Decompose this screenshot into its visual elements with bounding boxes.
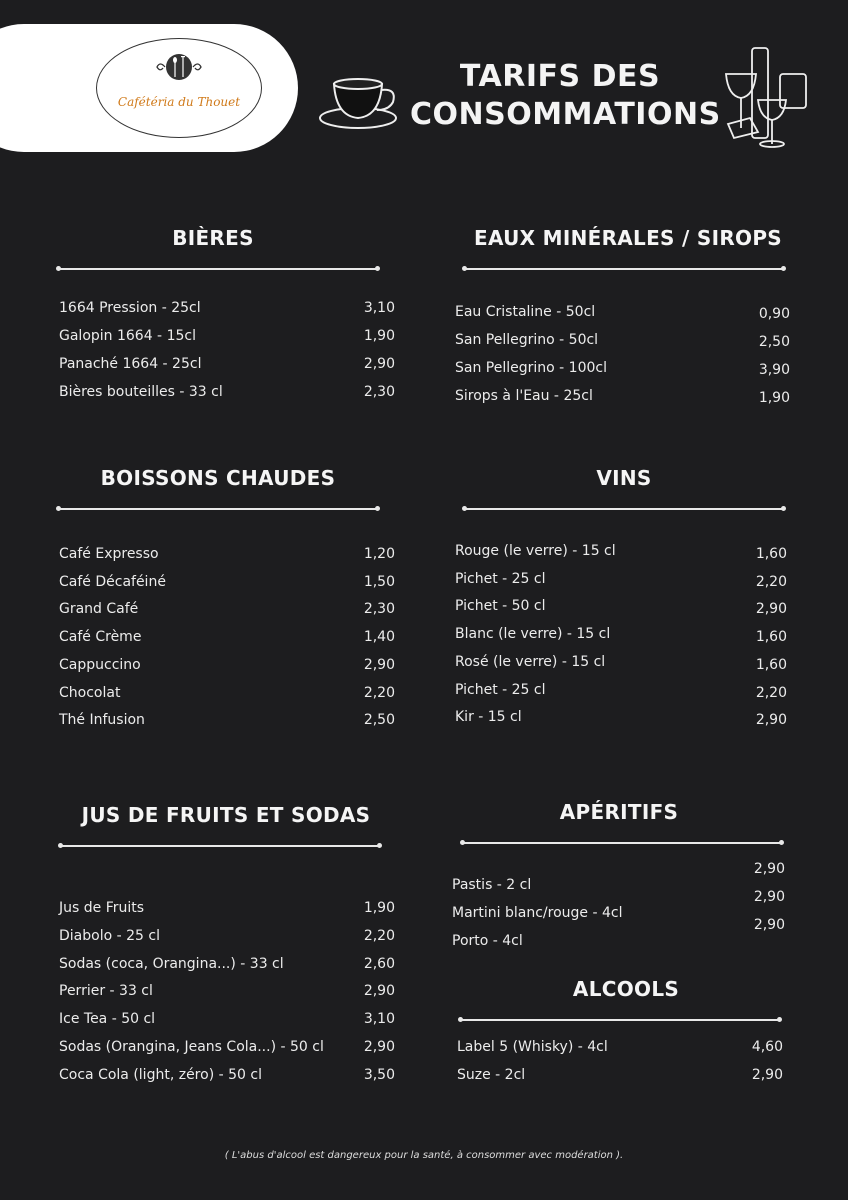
- menu-item-name: Galopin 1664 - 15cl: [59, 328, 196, 344]
- menu-item-name: Jus de Fruits: [59, 900, 145, 916]
- menu-item-name: Pastis - 2 cl: [452, 877, 532, 893]
- menu-item-price: 2,90: [753, 861, 785, 877]
- page-title: TARIFS DES CONSOMMATIONS: [410, 58, 721, 134]
- menu-item-price: 4,60: [751, 1039, 783, 1055]
- menu-item-name: 1664 Pression - 25cl: [59, 300, 201, 316]
- menu-item-name: Eau Cristaline - 50cl: [455, 304, 596, 320]
- section-title-jus: JUS DE FRUITS ET SODAS: [81, 803, 371, 827]
- menu-item-price: 3,90: [758, 362, 790, 378]
- menu-item-name: Suze - 2cl: [457, 1067, 526, 1083]
- menu-item-name: San Pellegrino - 100cl: [455, 360, 607, 376]
- section-title-vins: VINS: [596, 466, 652, 490]
- coffee-cup-icon: [319, 78, 397, 129]
- section-divider: [460, 840, 784, 845]
- menu-item-name: Perrier - 33 cl: [59, 983, 153, 1000]
- menu-item-price: 2,20: [755, 573, 787, 590]
- logo-text: Cafétéria du Thouet: [117, 95, 241, 109]
- menu-item-name: Grand Café: [59, 601, 139, 618]
- menu-item-price: 2,90: [751, 1067, 783, 1083]
- menu-item-name: Blanc (le verre) - 15 cl: [455, 626, 611, 643]
- menu-item-name: Martini blanc/rouge - 4cl: [452, 904, 623, 921]
- menu-item-name: Sirops à l'Eau - 25cl: [455, 388, 593, 404]
- section-divider: [56, 506, 380, 511]
- menu-item-name: Porto - 4cl: [452, 932, 523, 949]
- menu-item-price: 1,40: [363, 629, 395, 646]
- menu-item-price: 2,20: [363, 684, 395, 701]
- menu-item-price: 1,60: [755, 629, 787, 646]
- menu-item-name: Thé Infusion: [59, 712, 145, 729]
- menu-item-name: Rosé (le verre) - 15 cl: [455, 653, 606, 670]
- menu-item-price: 1,60: [755, 656, 787, 673]
- menu-item-price: 1,60: [755, 546, 787, 562]
- menu-item-name: Café Décaféiné: [59, 573, 166, 590]
- section-title-aperitifs: APÉRITIFS: [559, 800, 679, 824]
- menu-item-name: Café Crème: [59, 629, 142, 646]
- logo: Cafétéria du Thouet: [96, 38, 262, 138]
- menu-item-price: 2,20: [363, 927, 395, 944]
- menu-item-name: Kir - 15 cl: [455, 709, 522, 726]
- menu-item-price: 0,90: [758, 306, 790, 322]
- menu-item-name: Café Expresso: [59, 546, 159, 562]
- menu-item-price: 2,90: [753, 916, 785, 933]
- footer-disclaimer: ( L'abus d'alcool est dangereux pour la …: [224, 1150, 624, 1161]
- cocktail-glasses-icon: [725, 47, 807, 148]
- cutlery-emblem-icon: [156, 54, 202, 80]
- title-line-1: TARIFS DES: [459, 59, 661, 94]
- menu-item-name: Ice Tea - 50 cl: [59, 1011, 156, 1028]
- menu-item-price: 2,30: [363, 384, 395, 400]
- section-divider: [58, 843, 382, 848]
- menu-item-name: Diabolo - 25 cl: [59, 927, 160, 944]
- menu-item-name: Rouge (le verre) - 15 cl: [455, 543, 616, 559]
- section-title-bieres: BIÈRES: [172, 226, 254, 250]
- menu-item-price: 2,90: [753, 888, 785, 905]
- menu-item-price: 2,90: [363, 656, 395, 673]
- menu-item-price: 1,90: [363, 328, 395, 344]
- section-title-alcools: ALCOOLS: [572, 977, 680, 1001]
- menu-item-name: Label 5 (Whisky) - 4cl: [457, 1039, 608, 1055]
- menu-item-price: 2,30: [363, 601, 395, 618]
- section-divider: [462, 506, 786, 511]
- menu-item-price: 2,90: [755, 601, 787, 618]
- menu-item-name: Chocolat: [59, 684, 121, 701]
- menu-item-price: 1,90: [758, 390, 790, 406]
- menu-item-price: 2,90: [363, 356, 395, 372]
- menu-item-price: 2,20: [755, 684, 787, 701]
- section-divider: [56, 266, 380, 271]
- menu-item-price: 2,60: [363, 955, 395, 972]
- menu-item-price: 3,10: [363, 1011, 395, 1028]
- menu-item-name: San Pellegrino - 50cl: [455, 332, 599, 348]
- menu-item-price: 1,20: [363, 546, 395, 562]
- section-divider: [462, 266, 786, 271]
- menu-item-name: Pichet - 25 cl: [455, 681, 546, 698]
- menu-item-price: 1,90: [363, 900, 395, 916]
- title-line-2: CONSOMMATIONS: [410, 97, 721, 132]
- section-divider: [458, 1017, 782, 1022]
- menu-item-price: 2,90: [363, 1039, 395, 1055]
- menu-item-name: Cappuccino: [59, 656, 141, 673]
- menu-item-name: Pichet - 50 cl: [455, 598, 546, 615]
- menu-item-price: 2,90: [363, 983, 395, 1000]
- menu-item-name: Sodas (coca, Orangina...) - 33 cl: [59, 955, 284, 972]
- menu-item-price: 3,50: [363, 1066, 395, 1083]
- menu-item-price: 1,50: [363, 573, 395, 590]
- menu-item-price: 3,10: [363, 300, 395, 316]
- menu-item-price: 2,50: [758, 334, 790, 350]
- menu-item-name: Coca Cola (light, zéro) - 50 cl: [59, 1066, 262, 1083]
- menu-item-price: 2,90: [755, 712, 787, 729]
- menu-item-name: Panaché 1664 - 25cl: [59, 356, 202, 372]
- menu-item-name: Bières bouteilles - 33 cl: [59, 384, 223, 400]
- section-title-eaux: EAUX MINÉRALES / SIROPS: [473, 226, 783, 250]
- menu-item-name: Pichet - 25 cl: [455, 570, 546, 587]
- menu-item-name: Sodas (Orangina, Jeans Cola...) - 50 cl: [59, 1039, 324, 1055]
- menu-item-price: 2,50: [363, 712, 395, 729]
- section-title-chaudes: BOISSONS CHAUDES: [100, 466, 336, 490]
